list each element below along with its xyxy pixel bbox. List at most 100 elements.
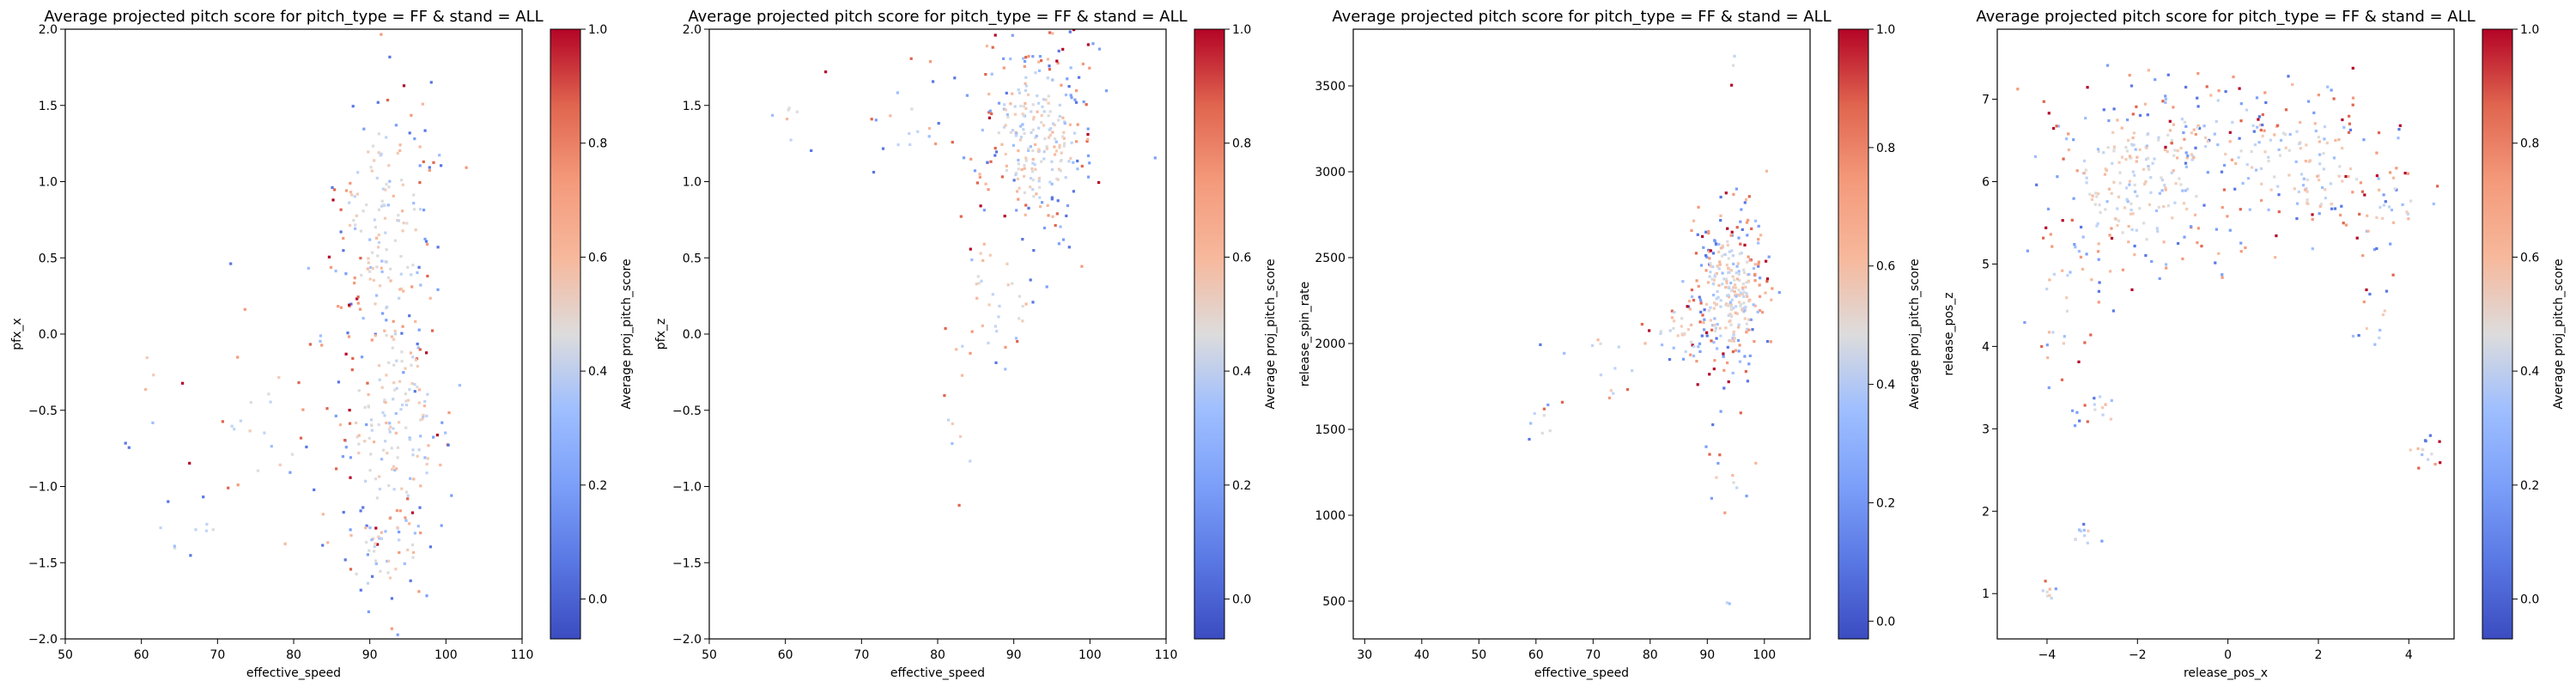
data-point <box>367 582 369 585</box>
data-point <box>1066 204 1069 207</box>
data-point <box>963 156 965 159</box>
data-point <box>1018 162 1020 165</box>
data-point <box>1021 238 1024 240</box>
data-point <box>410 364 412 367</box>
data-point <box>387 204 390 206</box>
data-point <box>2173 202 2176 204</box>
data-point <box>1771 287 1773 289</box>
x-axis-label: effective_speed <box>890 666 985 680</box>
data-point <box>2126 119 2129 121</box>
data-point <box>368 404 370 407</box>
data-point <box>392 427 394 429</box>
data-point <box>342 455 344 458</box>
data-point <box>1000 143 1003 146</box>
data-point <box>1712 252 1715 254</box>
data-point <box>339 423 342 426</box>
data-point <box>2251 166 2253 168</box>
data-point <box>401 360 404 362</box>
data-point <box>2063 335 2066 337</box>
data-point <box>2333 97 2336 100</box>
data-point <box>354 223 356 226</box>
data-point <box>2240 102 2243 105</box>
data-point <box>1754 220 1757 222</box>
y-tick-label: 3500 <box>1315 80 1346 94</box>
data-point <box>1735 312 1737 314</box>
data-point <box>2134 184 2136 186</box>
data-point <box>2142 168 2145 171</box>
x-axis-label: effective_speed <box>1534 666 1629 680</box>
data-point <box>417 525 420 527</box>
chart-title: Average projected pitch score for pitch_… <box>44 8 543 26</box>
data-point <box>1025 84 1028 87</box>
data-point <box>370 166 373 168</box>
data-point <box>381 312 384 314</box>
data-point <box>2407 217 2409 220</box>
data-point <box>231 425 234 428</box>
data-point <box>349 568 352 570</box>
data-point <box>2135 106 2137 108</box>
data-point <box>1005 92 1008 94</box>
data-point <box>400 332 403 335</box>
data-point <box>2094 204 2097 206</box>
data-point <box>1747 273 1750 276</box>
data-point <box>188 462 191 465</box>
data-point <box>2131 143 2134 146</box>
data-point <box>2075 538 2077 540</box>
data-point <box>1036 94 1038 97</box>
data-point <box>423 400 426 403</box>
data-point <box>363 440 366 442</box>
data-point <box>2135 149 2137 151</box>
data-point <box>1743 307 1746 309</box>
data-point <box>2062 219 2064 222</box>
data-point <box>1730 308 1733 311</box>
data-point <box>346 331 349 334</box>
scatter-points <box>125 0 468 636</box>
data-point <box>378 241 380 244</box>
data-point <box>1036 135 1038 137</box>
data-point <box>423 456 426 459</box>
data-point <box>1055 178 1058 180</box>
data-point <box>384 232 386 234</box>
data-point <box>1088 67 1091 70</box>
data-point <box>1037 102 1040 105</box>
data-point <box>1087 128 1090 131</box>
data-point <box>173 544 176 547</box>
data-point <box>2342 126 2345 129</box>
data-point <box>320 344 323 346</box>
data-point <box>2095 195 2098 198</box>
data-point <box>1722 356 1725 358</box>
x-tick-label: 70 <box>854 648 869 662</box>
data-point <box>2126 149 2129 152</box>
data-point <box>2131 228 2134 231</box>
data-point <box>2046 356 2049 359</box>
data-point <box>1747 300 1750 302</box>
data-point <box>2133 253 2136 256</box>
data-point <box>1713 307 1716 310</box>
data-point <box>2206 85 2208 88</box>
data-point <box>1025 159 1028 161</box>
data-point <box>1024 107 1027 110</box>
data-point <box>2119 182 2122 185</box>
data-point <box>1716 462 1719 465</box>
data-point <box>382 449 385 452</box>
data-point <box>1671 316 1674 319</box>
data-point <box>2190 131 2193 134</box>
colorbar-tick-label: 0.2 <box>1876 496 1895 510</box>
data-point <box>2063 342 2065 344</box>
data-point <box>1766 277 1769 280</box>
data-point <box>349 191 352 193</box>
data-point <box>2111 162 2113 165</box>
data-point <box>2092 195 2094 198</box>
data-point <box>2436 185 2439 187</box>
data-point <box>1689 354 1692 356</box>
data-point <box>2389 171 2391 173</box>
data-point <box>2042 237 2044 240</box>
data-point <box>2109 270 2111 272</box>
data-point <box>438 154 440 156</box>
data-point <box>331 186 333 189</box>
data-point <box>1057 119 1060 121</box>
data-point <box>2098 301 2100 303</box>
data-point <box>2097 222 2099 225</box>
colorbar-gradient <box>550 29 580 639</box>
data-point <box>418 266 421 269</box>
